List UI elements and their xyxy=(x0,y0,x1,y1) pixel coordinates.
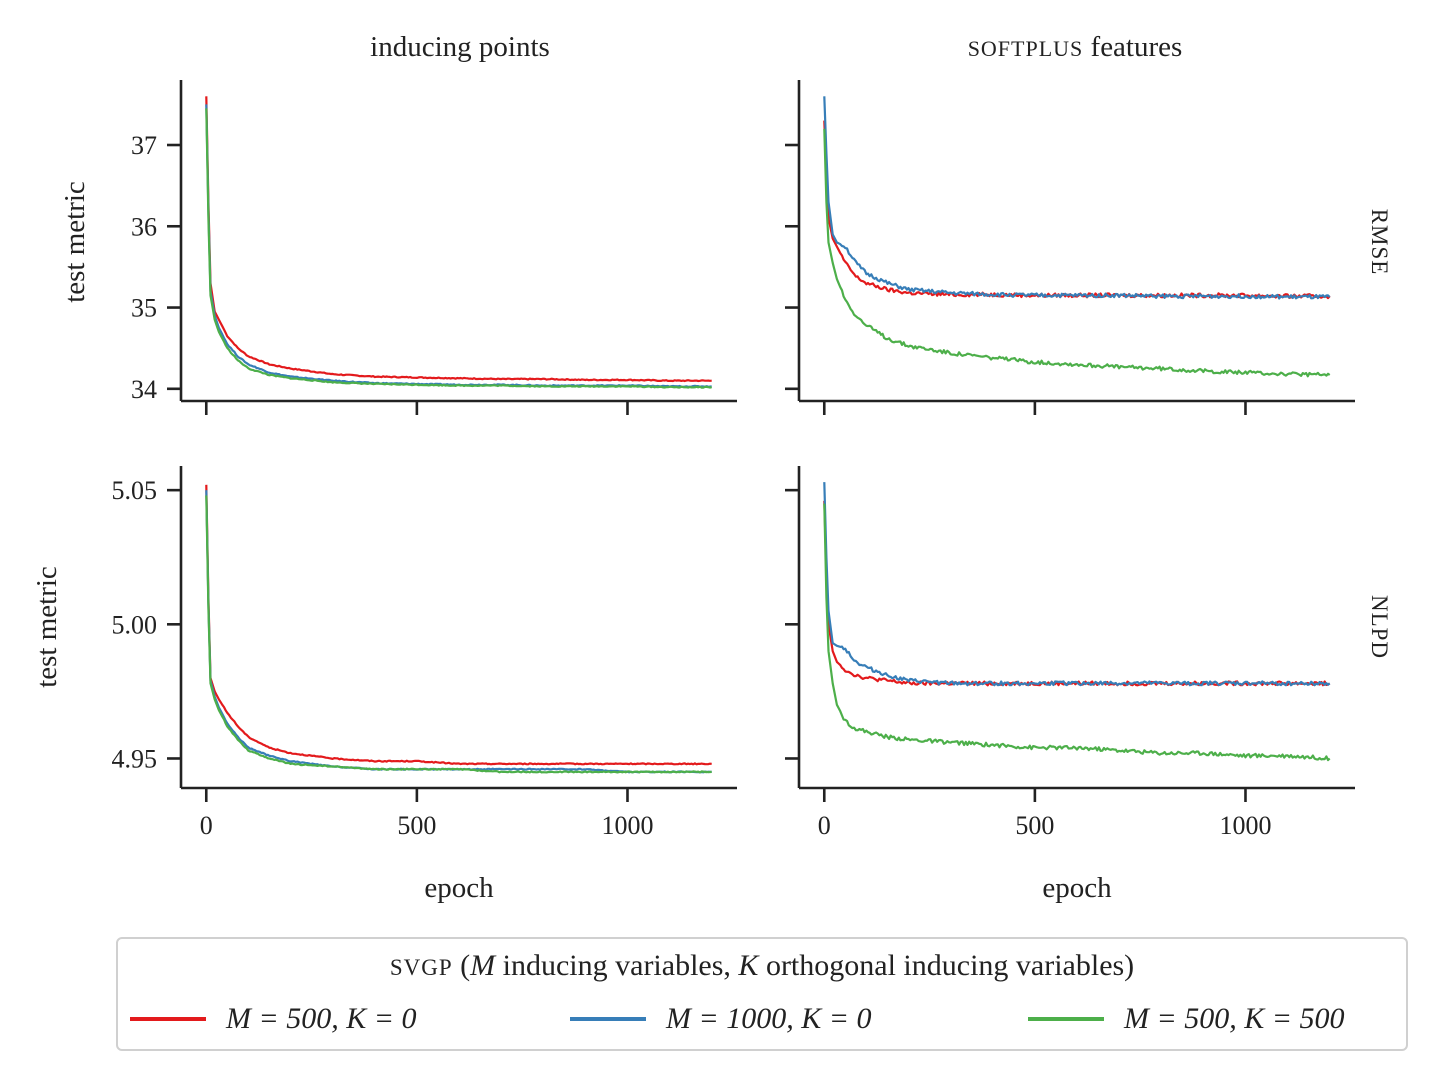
col-title-softplus-features: SOFTPLUS features xyxy=(968,31,1183,63)
y-tick-label: 34 xyxy=(131,375,157,404)
y-tick-label: 5.05 xyxy=(112,476,158,505)
series-line-3 xyxy=(205,495,712,774)
row-title-rmse: RMSE xyxy=(1367,209,1392,276)
legend-label-m500-k0: M = 500, K = 0 xyxy=(226,1002,417,1035)
x-tick-label: 500 xyxy=(1015,811,1054,840)
legend-entry-m500-k500: M = 500, K = 500 xyxy=(1028,1001,1345,1037)
series-line-3 xyxy=(823,503,1331,762)
y-axis-label-top: test metric xyxy=(59,181,91,303)
series-line-2 xyxy=(823,482,1331,687)
legend-label-m1000-k0: M = 1000, K = 0 xyxy=(666,1002,872,1035)
y-tick-label: 36 xyxy=(131,212,157,241)
legend-swatch-m1000-k0 xyxy=(570,1017,646,1021)
x-axis-label-left: epoch xyxy=(424,872,494,904)
series-line-2 xyxy=(205,490,712,774)
col-title-inducing-points: inducing points xyxy=(370,31,550,63)
y-tick-label: 4.95 xyxy=(112,744,158,773)
legend-title: SVGP (M inducing variables, K orthogonal… xyxy=(389,949,1135,982)
legend-swatch-m500-k0 xyxy=(130,1017,206,1021)
legend-entry-m1000-k0: M = 1000, K = 0 xyxy=(570,1001,872,1037)
series-line-1 xyxy=(823,120,1331,300)
row-title-nlpd: NLPD xyxy=(1367,595,1392,659)
series-line-1 xyxy=(823,500,1331,687)
series-line-1 xyxy=(205,96,712,383)
legend: SVGP (M inducing variables, K orthogonal… xyxy=(116,937,1408,1051)
x-tick-label: 1000 xyxy=(1219,811,1271,840)
panel-rmse-inducing: 34 35 36 37 xyxy=(131,80,737,415)
figure-canvas: inducing points SOFTPLUS features RMSE N… xyxy=(31,31,1392,904)
series-line-3 xyxy=(823,128,1331,378)
legend-swatch-m500-k500 xyxy=(1028,1017,1104,1021)
x-tick-label: 0 xyxy=(200,811,213,840)
panel-rmse-softplus xyxy=(785,80,1355,415)
x-axis-label-right: epoch xyxy=(1042,872,1112,904)
x-tick-label: 1000 xyxy=(601,811,653,840)
y-axis-label-bottom: test metric xyxy=(31,566,63,688)
panel-nlpd-inducing: 4.95 5.00 5.05 0 500 1000 xyxy=(112,466,737,840)
x-tick-label: 0 xyxy=(818,811,831,840)
panel-nlpd-softplus: 0 500 1000 xyxy=(785,466,1355,840)
series-line-1 xyxy=(205,484,712,766)
series-line-3 xyxy=(205,108,712,389)
y-tick-label: 5.00 xyxy=(112,610,158,639)
series-line-2 xyxy=(205,104,712,388)
y-tick-label: 35 xyxy=(131,294,157,323)
x-tick-label: 500 xyxy=(397,811,436,840)
y-tick-label: 37 xyxy=(131,131,157,160)
legend-label-m500-k500: M = 500, K = 500 xyxy=(1124,1002,1345,1035)
series-line-2 xyxy=(823,96,1331,300)
legend-entry-m500-k0: M = 500, K = 0 xyxy=(130,1001,417,1037)
